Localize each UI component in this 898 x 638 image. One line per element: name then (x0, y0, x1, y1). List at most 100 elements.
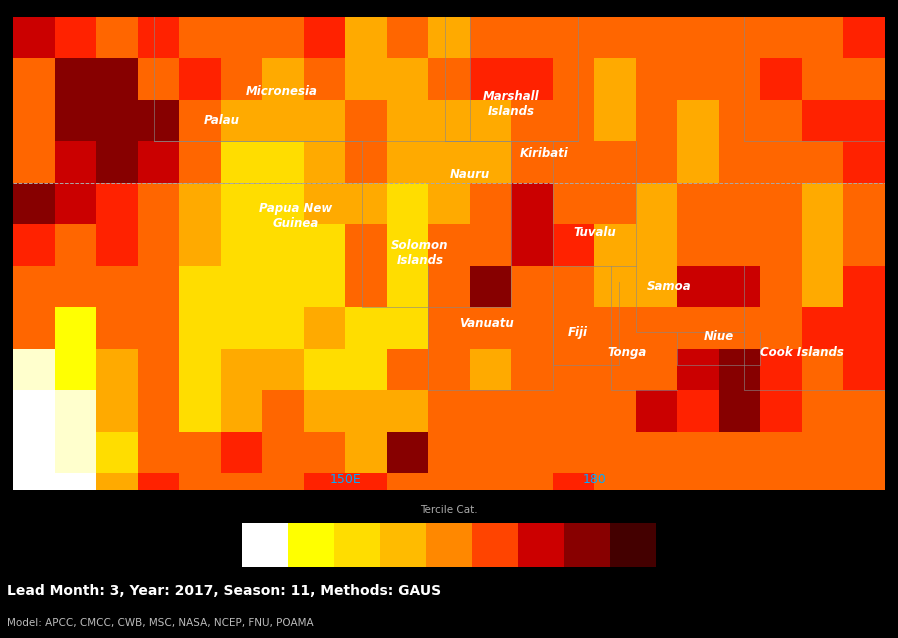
Bar (511, 100, 553, 141)
Bar (470, 349, 511, 390)
Bar (304, 390, 345, 432)
Bar (594, 390, 636, 432)
Bar (610, 523, 656, 567)
Bar (677, 141, 719, 182)
Bar (221, 473, 262, 515)
Bar (13, 224, 55, 266)
Bar (470, 100, 511, 141)
Bar (428, 58, 470, 100)
Text: Cook Islands: Cook Islands (760, 346, 844, 359)
Bar (719, 473, 761, 515)
Bar (553, 58, 594, 100)
Bar (511, 473, 553, 515)
Bar (761, 266, 802, 308)
Bar (511, 266, 553, 308)
Bar (518, 523, 564, 567)
Bar (221, 432, 262, 473)
Bar (345, 349, 387, 390)
Bar (55, 473, 96, 515)
Bar (96, 100, 137, 141)
Text: Marshall
Islands: Marshall Islands (483, 90, 540, 118)
Bar (761, 308, 802, 349)
Bar (636, 182, 677, 224)
Bar (470, 141, 511, 182)
Bar (470, 58, 511, 100)
Bar (428, 141, 470, 182)
Text: Model: APCC, CMCC, CWB, MSC, NASA, NCEP, FNU, POAMA: Model: APCC, CMCC, CWB, MSC, NASA, NCEP,… (7, 618, 313, 628)
Bar (428, 349, 470, 390)
Text: 150E: 150E (330, 473, 361, 486)
Bar (179, 141, 221, 182)
Bar (55, 390, 96, 432)
Bar (345, 390, 387, 432)
Bar (553, 100, 594, 141)
Bar (636, 473, 677, 515)
Bar (470, 473, 511, 515)
Bar (428, 100, 470, 141)
Bar (761, 432, 802, 473)
Bar (137, 17, 179, 58)
Bar (137, 473, 179, 515)
Text: 180: 180 (583, 473, 606, 486)
Bar (553, 308, 594, 349)
Bar (137, 432, 179, 473)
Bar (594, 100, 636, 141)
Bar (636, 141, 677, 182)
Bar (96, 349, 137, 390)
Bar (55, 100, 96, 141)
Bar (636, 58, 677, 100)
Bar (843, 432, 885, 473)
Bar (843, 17, 885, 58)
Bar (719, 349, 761, 390)
Bar (13, 473, 55, 515)
Bar (179, 100, 221, 141)
Bar (387, 182, 428, 224)
Bar (511, 17, 553, 58)
Bar (594, 58, 636, 100)
Bar (677, 224, 719, 266)
Bar (387, 473, 428, 515)
Bar (304, 308, 345, 349)
Bar (262, 349, 304, 390)
Text: Vanuatu: Vanuatu (459, 317, 514, 330)
Bar (802, 473, 843, 515)
Bar (262, 308, 304, 349)
Bar (553, 349, 594, 390)
Bar (677, 432, 719, 473)
Bar (677, 349, 719, 390)
Bar (719, 141, 761, 182)
Bar (511, 224, 553, 266)
Bar (802, 432, 843, 473)
Bar (511, 308, 553, 349)
Text: Solomon
Islands: Solomon Islands (392, 239, 449, 267)
Bar (677, 390, 719, 432)
Bar (55, 432, 96, 473)
Bar (179, 390, 221, 432)
Bar (843, 308, 885, 349)
Bar (137, 390, 179, 432)
Bar (262, 58, 304, 100)
Bar (428, 432, 470, 473)
Bar (428, 266, 470, 308)
Bar (636, 224, 677, 266)
Bar (137, 100, 179, 141)
Bar (96, 182, 137, 224)
Bar (334, 523, 380, 567)
Bar (55, 17, 96, 58)
Bar (719, 432, 761, 473)
Bar (802, 17, 843, 58)
Bar (719, 182, 761, 224)
Bar (345, 432, 387, 473)
Text: Micronesia: Micronesia (245, 85, 317, 98)
Bar (345, 58, 387, 100)
Bar (262, 266, 304, 308)
Bar (594, 349, 636, 390)
Bar (428, 473, 470, 515)
Bar (719, 17, 761, 58)
Bar (304, 349, 345, 390)
Bar (843, 349, 885, 390)
Bar (719, 224, 761, 266)
Bar (242, 523, 288, 567)
Bar (345, 141, 387, 182)
Bar (470, 308, 511, 349)
